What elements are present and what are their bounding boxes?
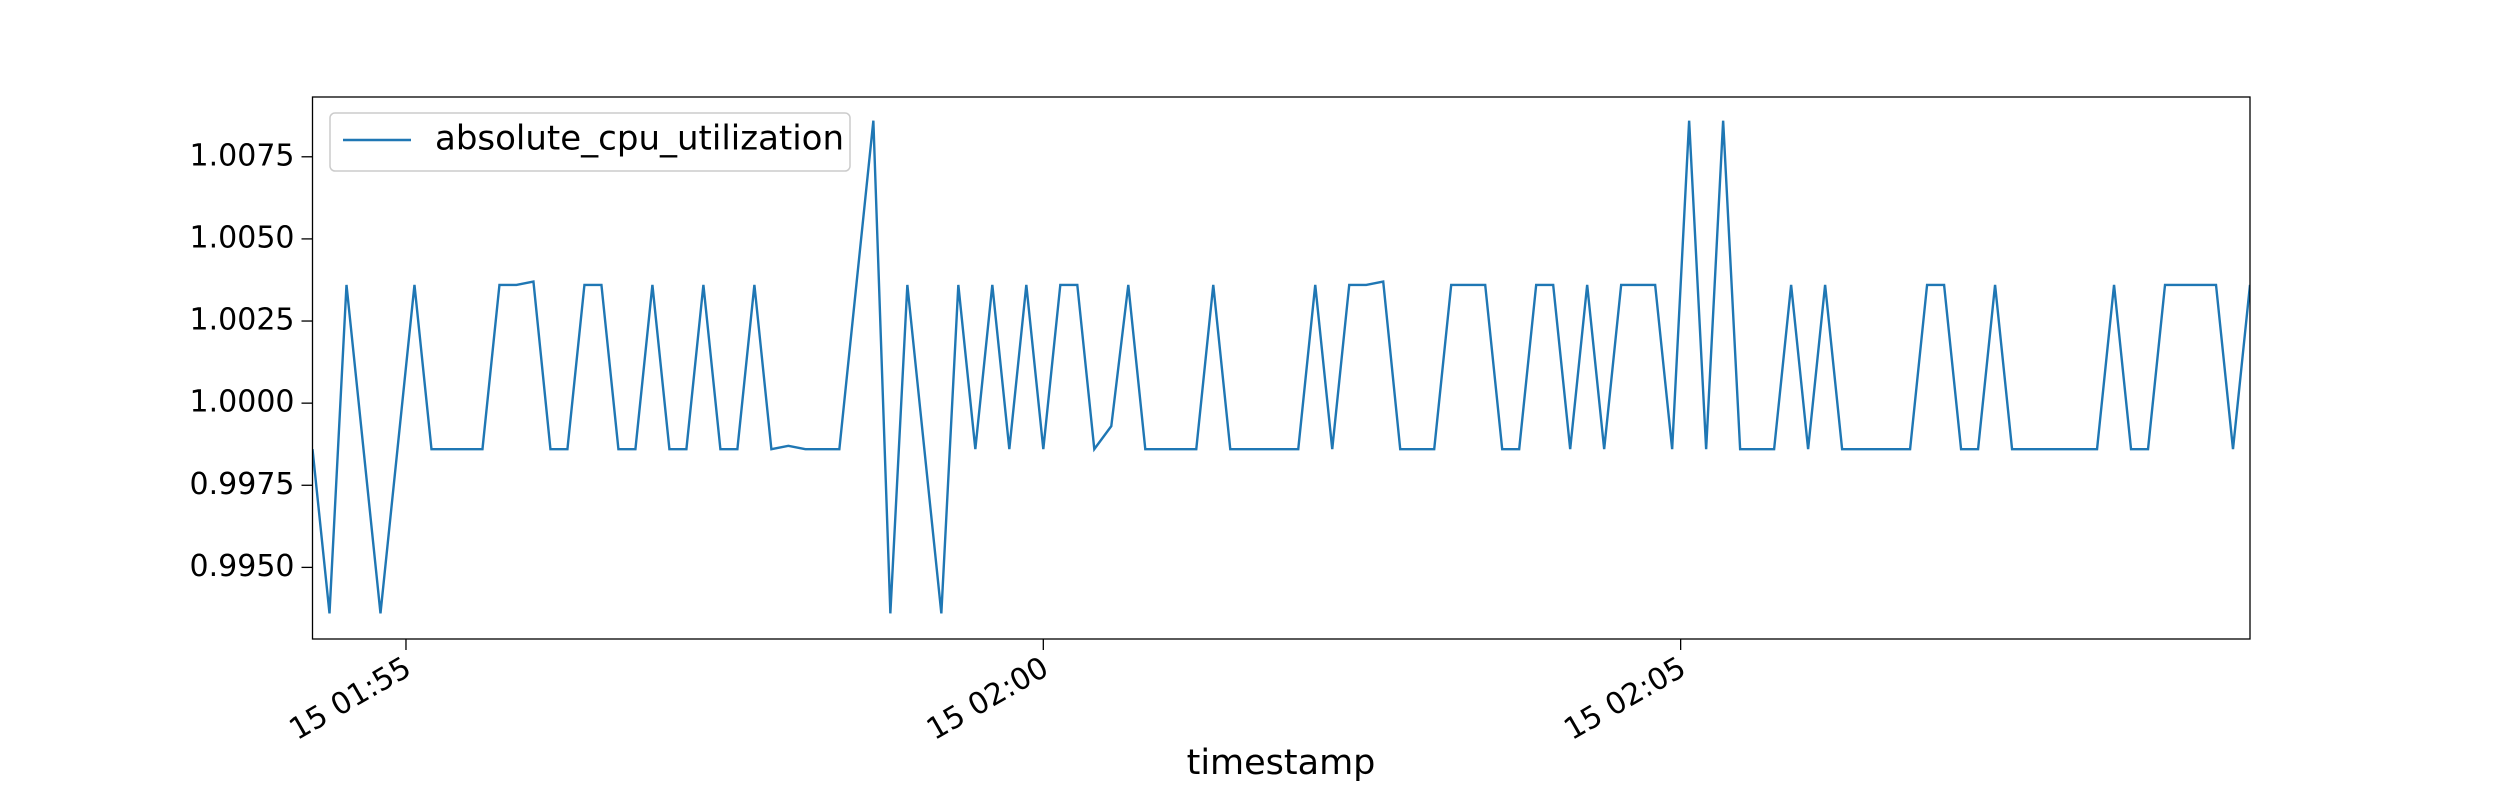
- y-tick-label: 1.0050: [190, 220, 295, 255]
- legend-box: [329, 112, 851, 172]
- plot-frame: [311, 96, 2251, 640]
- legend: absolute_cpu_utilization: [329, 112, 851, 172]
- legend-label: absolute_cpu_utilization: [435, 119, 844, 159]
- y-tick-label: 0.9975: [190, 467, 295, 502]
- y-tick-label: 1.0000: [190, 385, 295, 420]
- x-axis-label: timestamp: [1187, 743, 1376, 783]
- x-tick-label: 15 01:55: [284, 650, 418, 747]
- x-tick-label: 15 02:00: [921, 650, 1055, 747]
- y-tick-label: 1.0075: [190, 138, 295, 173]
- y-tick-label: 0.9950: [190, 549, 295, 584]
- x-tick-label: 15 02:05: [1558, 650, 1692, 747]
- y-tick-label: 1.0025: [190, 303, 295, 338]
- line-series: [312, 120, 2250, 614]
